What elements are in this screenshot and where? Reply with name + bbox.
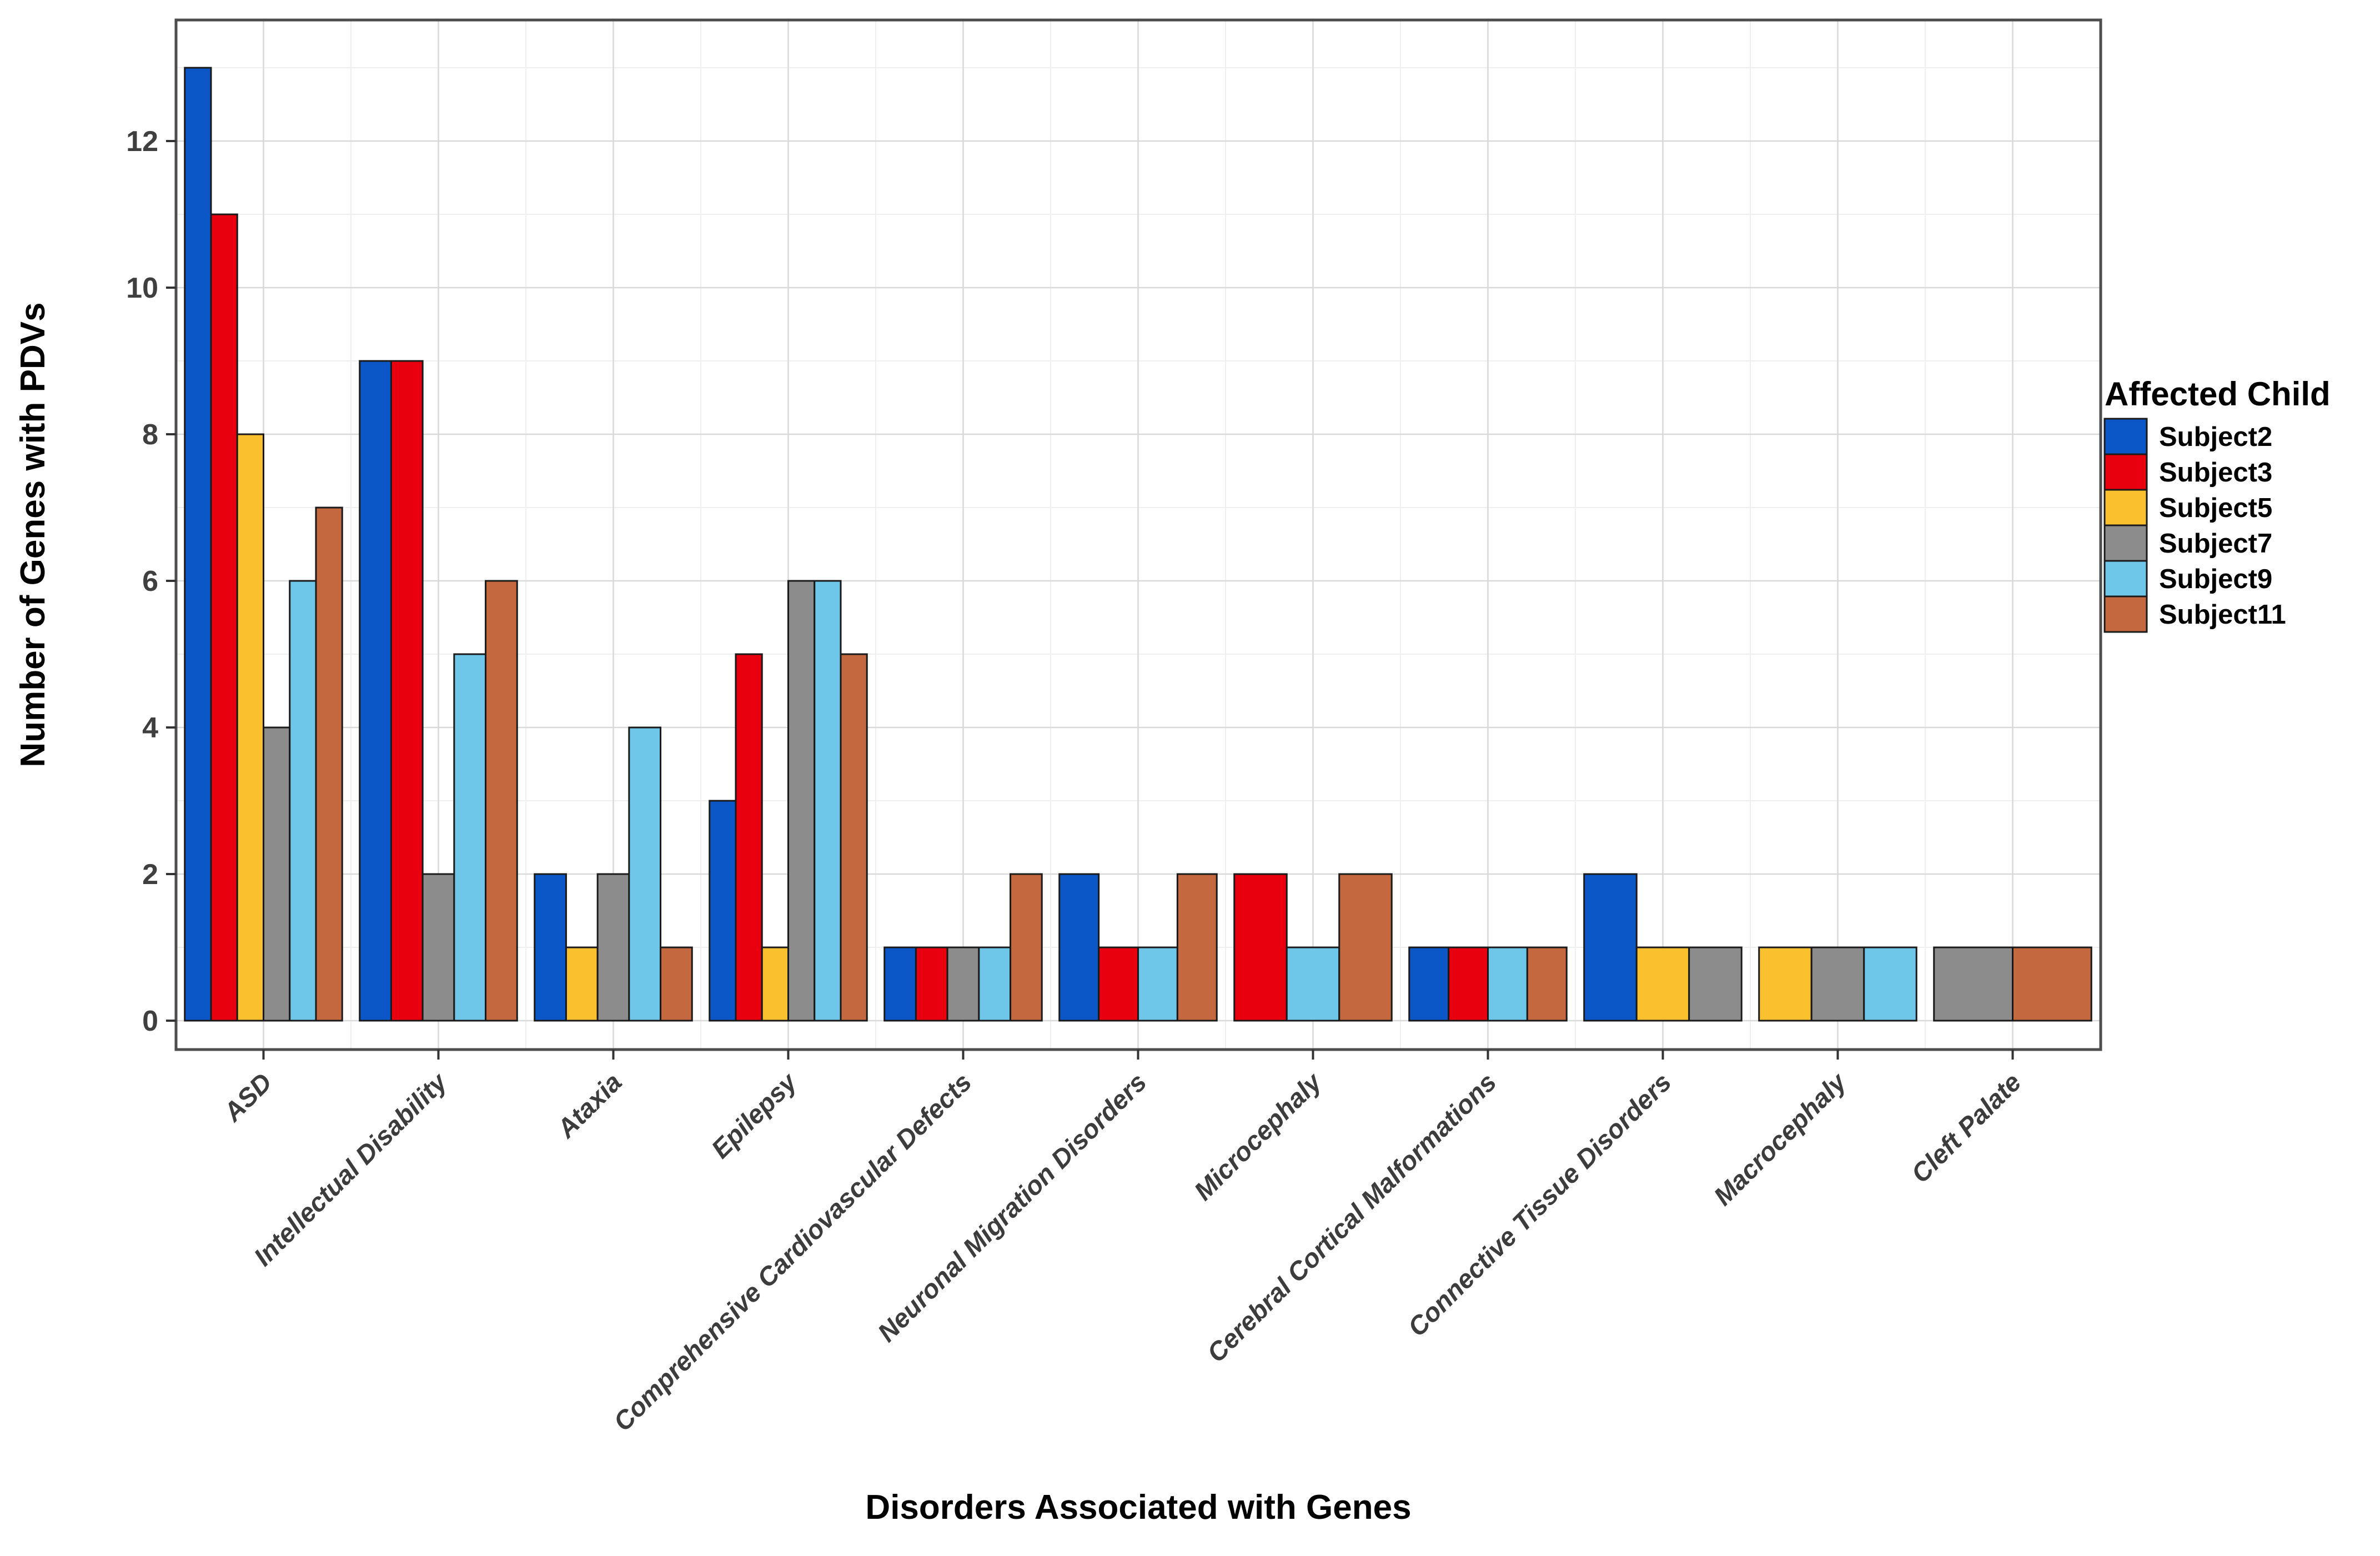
bar-Subject7-epilepsy <box>787 580 816 1022</box>
bar-Subject11-cerebral-cortical-malformations <box>1526 946 1568 1022</box>
bar-Subject7-cleft-palate <box>1933 946 2014 1022</box>
bar-Subject7-comprehensive-cardiovascular-defects <box>946 946 980 1022</box>
x-tick-label: Ataxia <box>551 1067 627 1144</box>
bar-Subject11-intellectual-disability <box>485 580 518 1022</box>
legend-swatch-Subject11 <box>2103 595 2148 633</box>
y-axis-title: Number of Genes with PDVs <box>14 302 52 767</box>
bar-Subject7-intellectual-disability <box>421 873 455 1022</box>
legend-label-Subject3: Subject3 <box>2159 458 2272 488</box>
bar-Subject9-comprehensive-cardiovascular-defects <box>978 946 1012 1022</box>
legend-items: Subject2 Subject3 Subject5 Subject7 Subject9… <box>2103 418 2286 633</box>
bar-Subject7-asd <box>263 726 291 1022</box>
x-tick-label: Intellectual Disability <box>248 1066 453 1272</box>
y-tick-label: 8 <box>142 419 158 451</box>
y-tick-label: 10 <box>126 272 158 304</box>
bar-Subject5-asd <box>236 433 264 1022</box>
x-tick-label: Epilepsy <box>705 1066 803 1164</box>
x-tick-label: Cleft Palate <box>1905 1067 2026 1188</box>
bar-Subject5-macrocephaly <box>1758 946 1812 1022</box>
legend-swatch-Subject2 <box>2103 418 2148 455</box>
legend: Affected Child Subject2Subject3Subject5S… <box>2103 375 2331 633</box>
legend-title: Affected Child <box>2105 375 2331 413</box>
y-axis-ticks: 0 2 4 6 8 10 12 <box>126 126 176 1037</box>
bar-Subject2-comprehensive-cardiovascular-defects <box>883 946 917 1022</box>
legend-swatch-Subject3 <box>2103 453 2148 491</box>
bar-Subject2-cerebral-cortical-malformations <box>1408 946 1450 1022</box>
bar-Subject2-asd <box>184 67 212 1022</box>
bar-Subject11-cleft-palate <box>2012 946 2092 1022</box>
bar-Subject9-neuronal-migration-disorders <box>1137 946 1178 1022</box>
bar-Subject2-neuronal-migration-disorders <box>1058 873 1100 1022</box>
bar-Subject11-ataxia <box>660 946 693 1022</box>
bar-Subject7-ataxia <box>596 873 630 1022</box>
legend-label-Subject7: Subject7 <box>2159 529 2272 559</box>
x-axis-title: Disorders Associated with Genes <box>865 1488 1411 1527</box>
y-tick-label: 12 <box>126 126 158 158</box>
bar-Subject3-cerebral-cortical-malformations <box>1448 946 1489 1022</box>
bar-Subject11-microcephaly <box>1338 873 1393 1022</box>
y-tick-label: 6 <box>142 565 158 598</box>
x-tick-label: Cerebral Cortical Malformations <box>1201 1067 1502 1368</box>
bar-Subject11-comprehensive-cardiovascular-defects <box>1010 873 1043 1022</box>
bar-Subject3-intellectual-disability <box>390 360 424 1022</box>
bar-Subject9-macrocephaly <box>1863 946 1917 1022</box>
bar-Subject5-ataxia <box>565 946 599 1022</box>
bar-Subject5-epilepsy <box>761 946 789 1022</box>
bar-Subject9-intellectual-disability <box>453 653 487 1022</box>
bar-Subject11-neuronal-migration-disorders <box>1176 873 1218 1022</box>
bar-Subject7-macrocephaly <box>1810 946 1865 1022</box>
bar-Subject2-ataxia <box>534 873 567 1022</box>
y-tick-label: 2 <box>142 859 158 891</box>
x-tick-label: Comprehensive Cardiovascular Defects <box>607 1067 977 1437</box>
bar-Subject9-epilepsy <box>814 580 842 1022</box>
bar-Subject9-microcephaly <box>1286 946 1340 1022</box>
x-tick-label: ASD <box>217 1067 277 1127</box>
bar-Subject7-connective-tissue-disorders <box>1688 946 1743 1022</box>
bar-Subject2-connective-tissue-disorders <box>1583 873 1638 1022</box>
bars-layer <box>184 67 2092 1022</box>
legend-swatch-Subject5 <box>2103 489 2148 526</box>
bar-Subject3-microcephaly <box>1233 873 1288 1022</box>
bar-Subject9-asd <box>289 580 317 1022</box>
bar-Subject9-cerebral-cortical-malformations <box>1487 946 1528 1022</box>
bar-Subject5-connective-tissue-disorders <box>1635 946 1690 1022</box>
x-tick-label: Microcephaly <box>1188 1066 1328 1206</box>
legend-label-Subject5: Subject5 <box>2159 493 2272 523</box>
legend-label-Subject9: Subject9 <box>2159 564 2272 594</box>
x-tick-label: Macrocephaly <box>1708 1066 1852 1211</box>
legend-swatch-Subject9 <box>2103 560 2148 598</box>
bar-Subject3-neuronal-migration-disorders <box>1098 946 1139 1022</box>
bar-Subject11-asd <box>315 506 343 1022</box>
legend-label-Subject2: Subject2 <box>2159 422 2272 452</box>
legend-label-Subject11: Subject11 <box>2159 600 2286 630</box>
bar-Subject3-asd <box>210 213 238 1022</box>
bar-Subject2-intellectual-disability <box>359 360 392 1022</box>
bar-Subject3-comprehensive-cardiovascular-defects <box>915 946 948 1022</box>
legend-swatch-Subject7 <box>2103 524 2148 562</box>
bar-Subject9-ataxia <box>628 726 662 1022</box>
y-tick-label: 0 <box>142 1005 158 1037</box>
bar-Subject3-epilepsy <box>735 653 763 1022</box>
bar-Subject2-epilepsy <box>709 800 737 1022</box>
bar-Subject11-epilepsy <box>840 653 868 1022</box>
y-tick-label: 4 <box>142 712 158 744</box>
